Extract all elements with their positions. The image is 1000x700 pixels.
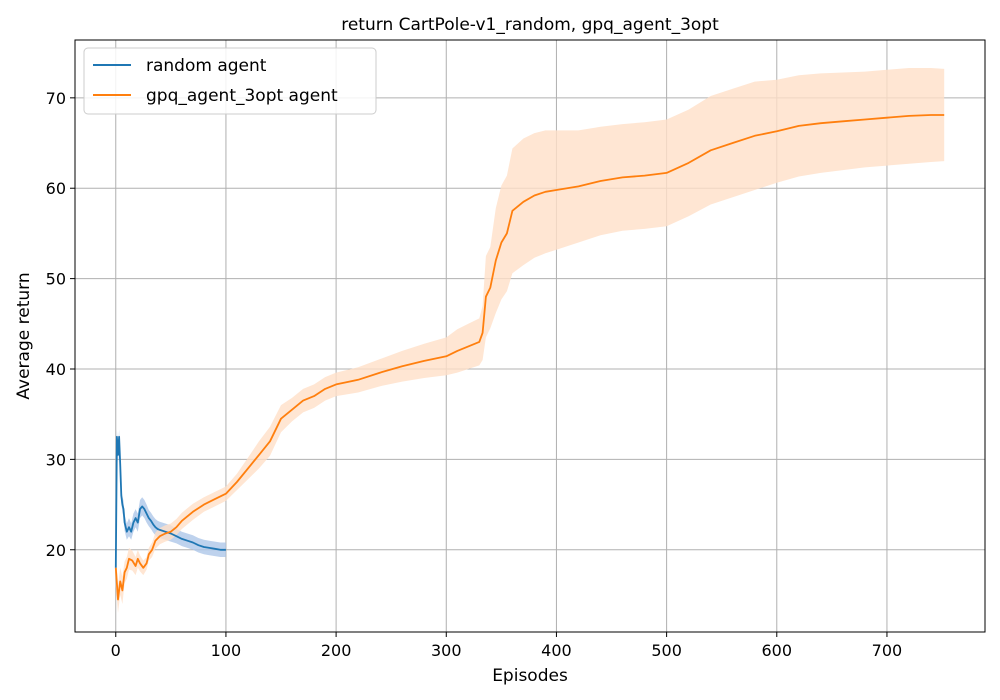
series-1-confidence-band	[115, 68, 945, 613]
confidence-bands	[115, 68, 945, 613]
x-tick-label: 400	[541, 641, 572, 660]
x-tick-label: 500	[651, 641, 682, 660]
x-tick-label: 300	[431, 641, 462, 660]
x-tick-label: 0	[111, 641, 121, 660]
y-axis-label: Average return	[14, 272, 34, 399]
x-tick-label: 600	[762, 641, 793, 660]
y-tick-label: 60	[46, 179, 66, 198]
chart-title: return CartPole-v1_random, gpq_agent_3op…	[341, 15, 719, 35]
x-tick-label: 100	[211, 641, 242, 660]
x-tick-label: 700	[872, 641, 903, 660]
y-tick-label: 70	[46, 89, 66, 108]
x-axis-label: Episodes	[492, 666, 568, 686]
y-tick-label: 50	[46, 270, 66, 289]
y-tick-label: 20	[46, 541, 66, 560]
axis-ticks: 0 100 200 300 400 500 600 700 20 30 40 50 60 70	[46, 89, 903, 660]
legend-box	[83, 47, 377, 115]
x-tick-label: 200	[321, 641, 352, 660]
legend-label-0: random agent	[146, 56, 267, 76]
series-lines	[114, 114, 945, 601]
plot-frame	[74, 39, 986, 633]
legend: random agent gpq_agent_3opt agent	[83, 47, 377, 115]
legend-label-1: gpq_agent_3opt agent	[146, 86, 338, 106]
series-1-line	[114, 114, 945, 601]
series-0-line	[114, 435, 226, 568]
y-tick-label: 40	[46, 360, 66, 379]
y-tick-label: 30	[46, 450, 66, 469]
